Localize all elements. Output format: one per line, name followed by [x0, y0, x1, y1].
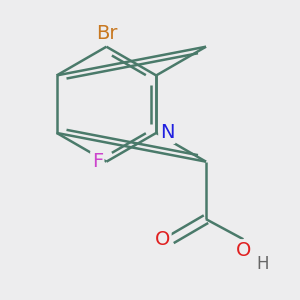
Text: O: O [236, 241, 251, 260]
Text: N: N [160, 123, 174, 142]
Text: H: H [257, 255, 269, 273]
Text: O: O [155, 230, 170, 249]
Text: F: F [92, 152, 103, 171]
Text: Br: Br [96, 24, 117, 43]
